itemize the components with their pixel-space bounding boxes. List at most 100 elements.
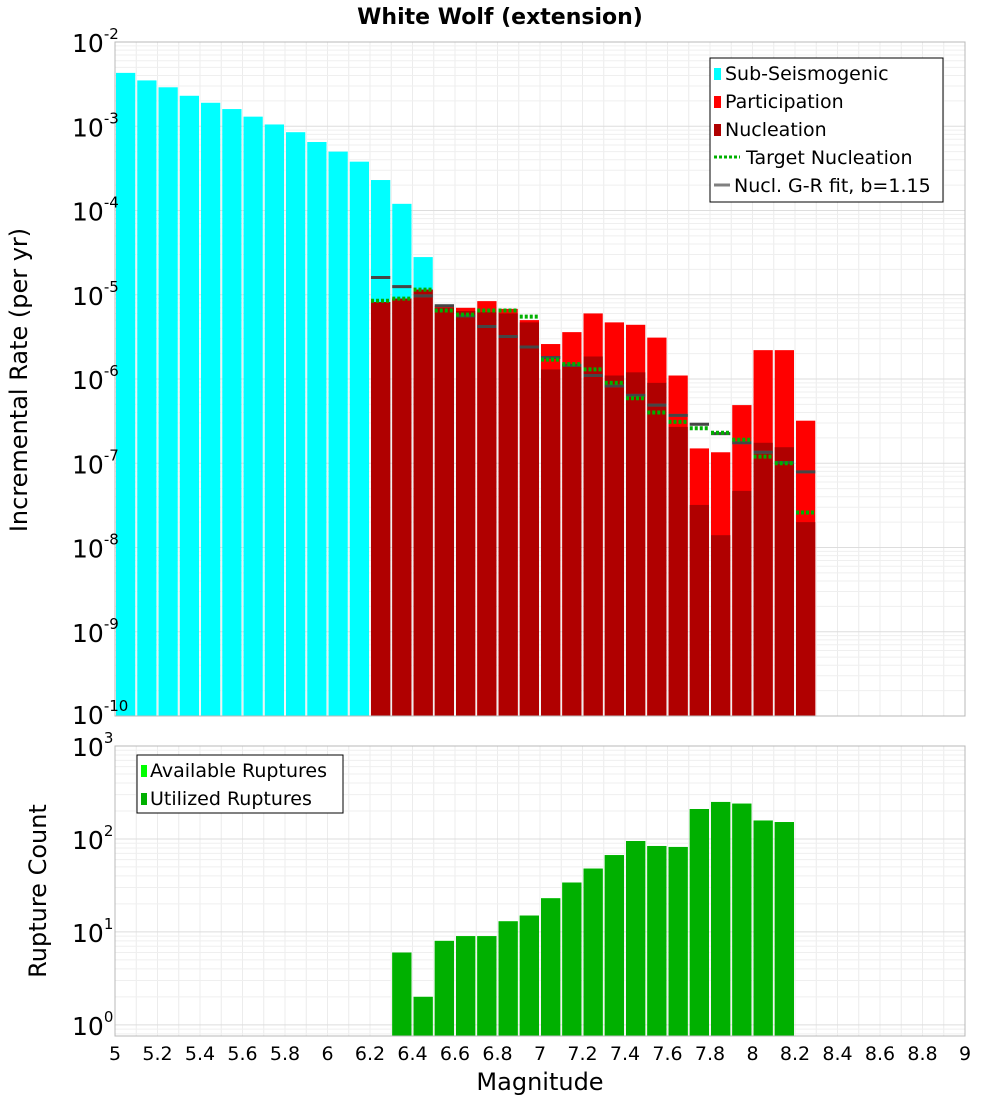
bar-nucleation <box>732 491 751 716</box>
bar-nucleation <box>371 302 390 716</box>
bar-sub-seismogenic <box>350 162 369 716</box>
legend-swatch-utilized-ruptures <box>141 793 147 805</box>
bar-utilized-ruptures <box>520 916 539 1036</box>
bar-nucleation <box>520 322 539 716</box>
bar-utilized-ruptures <box>605 855 624 1036</box>
count-y-tick-label: 101 <box>72 915 113 948</box>
x-tick-label: 6.2 <box>355 1043 385 1065</box>
legend-swatch-participation <box>714 96 721 108</box>
bar-nucleation <box>499 313 518 716</box>
x-tick-label: 8.2 <box>780 1043 810 1065</box>
bar-sub-seismogenic <box>180 96 199 716</box>
rate-legend: Sub-Seismogenic Participation Nucleation… <box>710 58 943 202</box>
x-tick-label: 7 <box>534 1043 546 1065</box>
x-tick-label: 5.4 <box>185 1043 215 1065</box>
bar-sub-seismogenic <box>137 80 156 716</box>
legend-label-sub-seismogenic: Sub-Seismogenic <box>725 63 889 85</box>
bar-utilized-ruptures <box>499 921 518 1036</box>
bar-utilized-ruptures <box>414 997 433 1036</box>
count-y-axis-label: Rupture Count <box>24 804 52 978</box>
bar-utilized-ruptures <box>584 869 603 1036</box>
x-tick-label: 5.6 <box>227 1043 257 1065</box>
bar-nucleation <box>414 290 433 716</box>
bar-utilized-ruptures <box>435 941 454 1036</box>
count-y-tick-label: 102 <box>72 822 113 855</box>
chart-figure: White Wolf (extension) 10-10 10-9 10-8 10-7… <box>0 0 1000 1100</box>
legend-label-gr-fit: Nucl. G-R fit, b=1.15 <box>734 175 931 197</box>
bar-nucleation <box>435 308 454 716</box>
bar-nucleation <box>754 443 773 716</box>
x-axis-label: Magnitude <box>476 1068 603 1096</box>
bar-nucleation <box>392 299 411 716</box>
x-tick-label: 5 <box>109 1043 121 1065</box>
bar-utilized-ruptures <box>562 882 581 1036</box>
rate-y-tick-label: 10-3 <box>72 109 119 142</box>
bar-utilized-ruptures <box>669 847 688 1036</box>
x-tick-label: 6 <box>321 1043 333 1065</box>
bar-sub-seismogenic <box>286 132 305 716</box>
count-y-tick-label: 103 <box>72 729 113 762</box>
bar-nucleation <box>626 372 645 716</box>
x-tick-label: 8.8 <box>907 1043 937 1065</box>
chart-title: White Wolf (extension) <box>357 5 643 30</box>
x-tick-label: 7.4 <box>610 1043 640 1065</box>
legend-label-nucleation: Nucleation <box>725 119 827 141</box>
rate-y-axis-label: Incremental Rate (per yr) <box>5 228 33 532</box>
x-tick-label: 7.2 <box>567 1043 597 1065</box>
x-tick-label: 7.6 <box>652 1043 682 1065</box>
bar-sub-seismogenic <box>116 73 135 716</box>
bar-nucleation <box>647 383 666 716</box>
bar-sub-seismogenic <box>159 87 178 716</box>
bar-utilized-ruptures <box>541 898 560 1036</box>
legend-label-participation: Participation <box>725 91 844 113</box>
x-tick-label: 8.4 <box>822 1043 852 1065</box>
legend-swatch-nucleation <box>714 124 721 136</box>
bar-sub-seismogenic <box>307 142 326 716</box>
x-tick-label: 5.8 <box>270 1043 300 1065</box>
bar-sub-seismogenic <box>265 124 284 716</box>
rate-y-tick-label: 10-6 <box>72 362 119 395</box>
x-tick-label: 6.6 <box>440 1043 470 1065</box>
bar-nucleation <box>541 369 560 716</box>
bar-nucleation <box>669 427 688 716</box>
rate-y-tick-label: 10-2 <box>72 25 119 58</box>
x-tick-label: 7.8 <box>695 1043 725 1065</box>
bar-nucleation <box>796 522 815 716</box>
bar-nucleation <box>456 311 475 716</box>
rate-y-tick-label: 10-5 <box>72 278 119 311</box>
count-x-ticks: 5 5.2 5.4 5.6 5.8 6 6.2 6.4 6.6 6.8 7 7.2 7.4 7.6 7.8 8… <box>109 1043 971 1065</box>
rate-y-tick-label: 10-10 <box>72 697 128 730</box>
x-tick-label: 6.4 <box>397 1043 427 1065</box>
count-legend: Available Ruptures Utilized Ruptures <box>137 755 343 813</box>
bar-utilized-ruptures <box>732 804 751 1036</box>
rate-panel: 10-10 10-9 10-8 10-7 10-6 10-5 10-4 10-3 10-2 In… <box>5 25 965 730</box>
bar-utilized-ruptures <box>392 953 411 1036</box>
bar-nucleation <box>562 364 581 716</box>
bar-sub-seismogenic <box>329 152 348 716</box>
bar-nucleation <box>605 376 624 716</box>
bar-utilized-ruptures <box>690 809 709 1036</box>
bar-utilized-ruptures <box>647 846 666 1036</box>
bar-nucleation <box>477 312 496 716</box>
bar-sub-seismogenic <box>244 117 263 716</box>
bar-utilized-ruptures <box>477 936 496 1036</box>
bar-utilized-ruptures <box>711 802 730 1036</box>
rate-y-tick-label: 10-4 <box>72 194 119 227</box>
legend-swatch-sub-seismogenic <box>714 68 721 80</box>
bar-nucleation <box>711 535 730 716</box>
legend-swatch-available-ruptures <box>141 765 147 777</box>
bar-sub-seismogenic <box>201 103 220 716</box>
rate-y-tick-label: 10-9 <box>72 615 119 648</box>
bar-utilized-ruptures <box>754 820 773 1036</box>
rate-y-tick-label: 10-8 <box>72 531 119 564</box>
legend-label-available-ruptures: Available Ruptures <box>150 760 327 782</box>
x-tick-label: 6.8 <box>482 1043 512 1065</box>
rate-y-tick-label: 10-7 <box>72 446 119 479</box>
x-tick-label: 8 <box>746 1043 758 1065</box>
legend-label-utilized-ruptures: Utilized Ruptures <box>150 788 312 810</box>
x-tick-label: 8.6 <box>865 1043 895 1065</box>
bar-utilized-ruptures <box>626 841 645 1036</box>
bar-sub-seismogenic <box>222 109 241 716</box>
bar-nucleation <box>775 447 794 716</box>
bar-utilized-ruptures <box>775 822 794 1036</box>
